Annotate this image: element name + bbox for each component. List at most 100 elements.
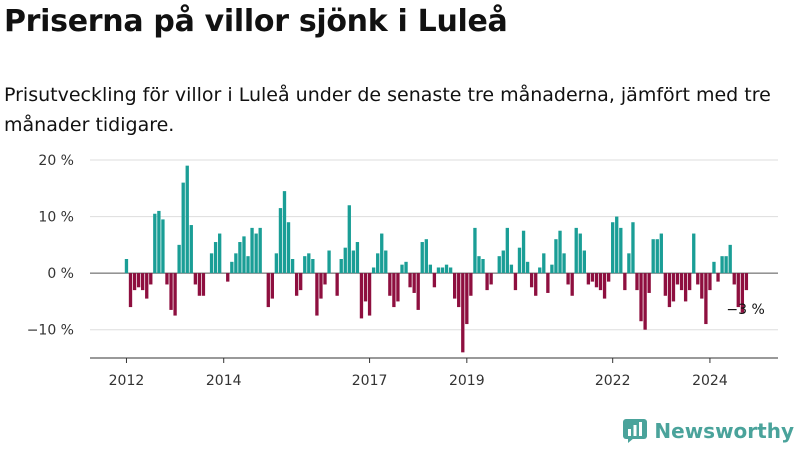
- bar: [578, 233, 582, 274]
- bar: [367, 273, 372, 316]
- bar: [371, 267, 376, 274]
- bar: [436, 267, 441, 274]
- bar: [440, 267, 445, 274]
- bar: [509, 264, 514, 274]
- bar: [412, 273, 416, 293]
- bar: [542, 253, 546, 274]
- bar: [286, 222, 291, 274]
- bar: [327, 250, 331, 274]
- chart-subtitle: Prisutveckling för villor i Luleå under …: [4, 84, 771, 136]
- bar: [319, 273, 323, 299]
- bar: [469, 273, 473, 296]
- bar: [473, 227, 477, 274]
- bar: [724, 256, 728, 274]
- bar: [619, 227, 623, 274]
- bar: [505, 227, 509, 274]
- bar: [303, 256, 307, 274]
- bar: [396, 273, 400, 302]
- bar: [558, 230, 562, 274]
- bar: [602, 273, 607, 299]
- bar: [525, 261, 530, 274]
- bar: [736, 273, 740, 308]
- bar: [432, 273, 437, 288]
- bar: [457, 273, 461, 308]
- bar: [282, 191, 287, 274]
- bar: [351, 250, 356, 274]
- bar: [639, 273, 643, 322]
- bar: [258, 227, 262, 274]
- bar: [704, 273, 708, 325]
- bar: [744, 273, 749, 291]
- bar: [278, 208, 283, 274]
- bar: [189, 225, 193, 274]
- bar: [136, 273, 141, 288]
- bar: [700, 273, 704, 299]
- bar: [307, 253, 311, 274]
- bar: [728, 244, 732, 274]
- bar: [124, 259, 129, 274]
- bar: [404, 261, 408, 274]
- bar: [538, 267, 542, 274]
- bar: [173, 273, 177, 316]
- bar: [720, 256, 724, 274]
- bar: [359, 273, 364, 319]
- bar: [598, 273, 603, 291]
- bar: [388, 273, 392, 296]
- bar: [181, 182, 185, 274]
- bar: [643, 273, 647, 330]
- x-tick-label: 2024: [692, 373, 728, 389]
- bar: [708, 273, 712, 291]
- y-tick-label: 20 %: [38, 153, 74, 169]
- bar: [161, 219, 165, 274]
- bar: [513, 273, 518, 291]
- bar: [428, 264, 433, 274]
- bar: [517, 247, 522, 274]
- bar: [574, 227, 578, 274]
- bar: [157, 210, 161, 274]
- bar: [408, 273, 412, 288]
- bar: [238, 242, 242, 274]
- bar: [392, 273, 396, 308]
- y-tick-label: −10 %: [27, 323, 74, 339]
- bar: [270, 273, 274, 299]
- value-annotation: −3 %: [726, 302, 764, 318]
- bar: [266, 273, 270, 308]
- bar: [696, 273, 700, 285]
- bar: [311, 259, 315, 274]
- bar: [444, 264, 449, 274]
- bar: [177, 244, 181, 274]
- bar: [132, 273, 137, 291]
- bar: [461, 273, 465, 353]
- chart-title: Priserna på villor sjönk i Luleå: [4, 4, 508, 39]
- bar: [234, 253, 238, 274]
- bar: [655, 239, 659, 274]
- bar: [153, 213, 157, 274]
- bar: [335, 273, 339, 296]
- bar: [400, 264, 404, 274]
- bar: [323, 273, 327, 285]
- bar: [521, 230, 526, 274]
- bar: [651, 239, 655, 274]
- bar: [562, 253, 566, 274]
- bar: [582, 250, 587, 274]
- bar: [145, 273, 149, 299]
- bar: [355, 242, 360, 274]
- bar: [294, 273, 299, 296]
- bar: [315, 273, 319, 316]
- bar: [218, 233, 222, 274]
- bar: [140, 273, 145, 291]
- bar: [481, 259, 485, 274]
- bar: [712, 261, 716, 274]
- bar: [594, 273, 599, 288]
- bar: [242, 236, 246, 274]
- bar: [299, 273, 303, 291]
- newsworthy-logo-icon: [623, 419, 648, 443]
- bar: [420, 242, 424, 274]
- newsworthy-logo[interactable]: Newsworthy: [622, 418, 794, 444]
- bar: [250, 227, 254, 274]
- bar: [465, 273, 469, 325]
- bar: [193, 273, 198, 285]
- bar: [363, 273, 368, 302]
- bar: [550, 264, 554, 274]
